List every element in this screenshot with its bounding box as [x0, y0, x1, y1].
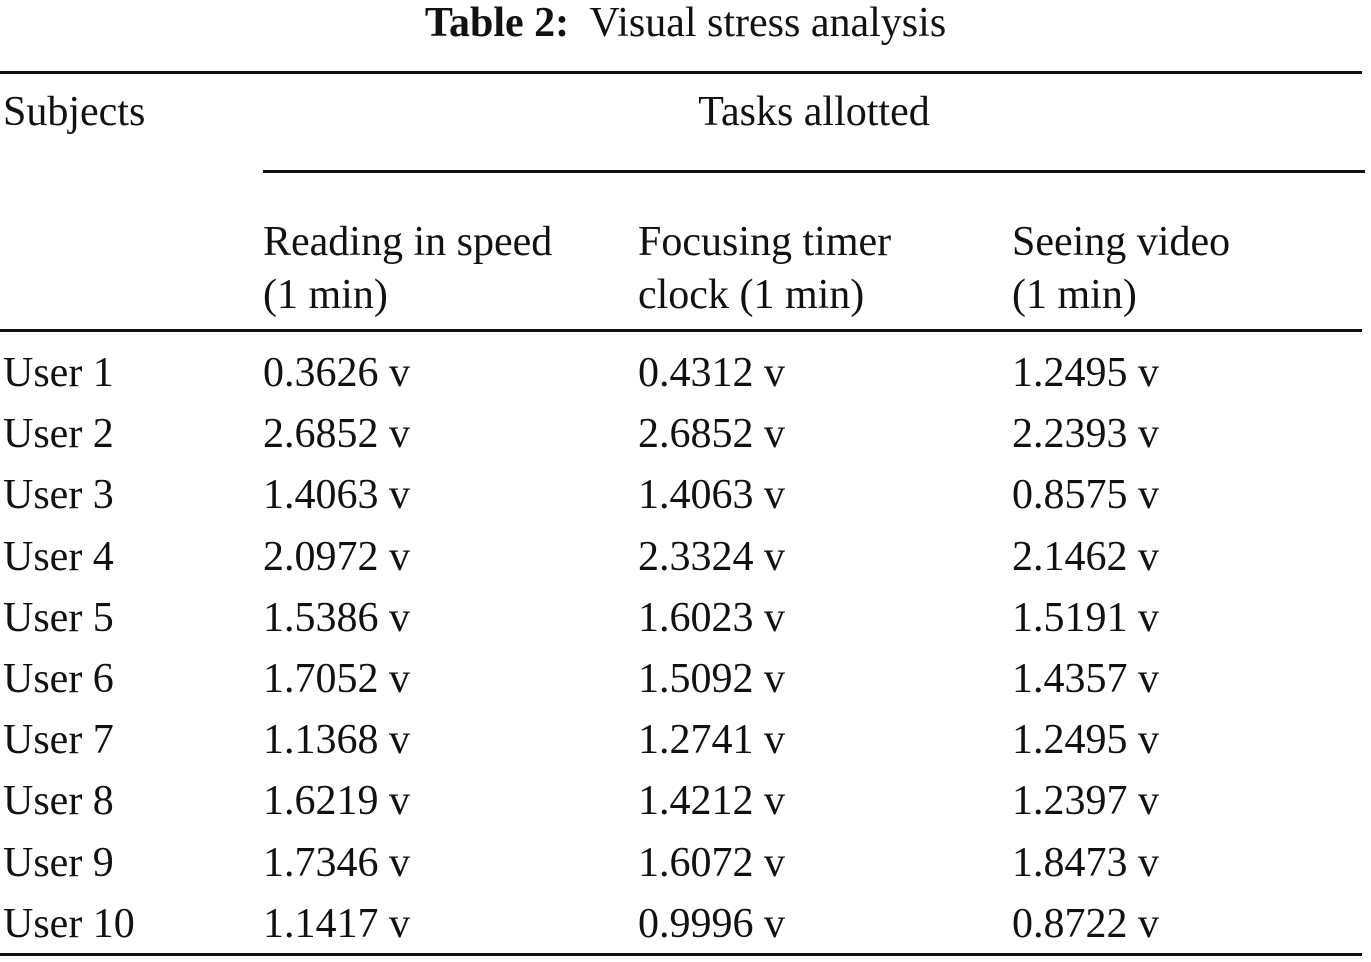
cell: 2.6852 v	[263, 411, 410, 458]
group-header: Tasks allotted	[698, 89, 930, 135]
header-rule	[0, 329, 1362, 332]
cell: 1.6072 v	[638, 839, 785, 886]
cell: 1.7052 v	[263, 656, 410, 702]
row-label: User 4	[3, 533, 114, 580]
row-label: User 8	[3, 778, 114, 825]
cell: 0.3626 v	[263, 350, 410, 396]
column-header: clock (1 min)	[638, 272, 865, 318]
cell: 1.2397 v	[1012, 778, 1159, 825]
cell: 0.8722 v	[1012, 900, 1159, 947]
cell: 2.3324 v	[638, 533, 785, 580]
subjects-header: Subjects	[3, 89, 146, 135]
cell: 2.0972 v	[263, 533, 410, 580]
top-rule	[0, 71, 1362, 74]
cell: 2.6852 v	[638, 411, 785, 458]
row-label: User 9	[3, 839, 114, 886]
row-label: User 10	[3, 900, 135, 947]
row-label: User 5	[3, 594, 114, 641]
row-label: User 6	[3, 656, 114, 702]
cell: 1.1417 v	[263, 900, 410, 947]
cell: 1.6219 v	[263, 778, 410, 825]
cell: 1.6023 v	[638, 594, 785, 641]
cell: 1.2495 v	[1012, 717, 1159, 764]
column-header: (1 min)	[1012, 272, 1137, 318]
cell: 1.8473 v	[1012, 839, 1159, 886]
caption: Table 2: Visual stress analysis	[0, 2, 1371, 44]
column-header: Seeing video	[1012, 219, 1231, 265]
caption-label: Table 2:	[424, 0, 570, 46]
cell: 1.4357 v	[1012, 656, 1159, 702]
column-header: Focusing timer	[638, 219, 892, 265]
cell: 1.4063 v	[263, 472, 410, 519]
cell: 1.5191 v	[1012, 594, 1159, 641]
row-label: User 2	[3, 411, 114, 458]
cell: 1.5092 v	[638, 656, 785, 702]
cell: 0.9996 v	[638, 900, 785, 947]
cell: 2.2393 v	[1012, 411, 1159, 458]
row-label: User 1	[3, 350, 114, 396]
cell: 1.1368 v	[263, 717, 410, 764]
cell: 1.4212 v	[638, 778, 785, 825]
column-header: (1 min)	[263, 272, 388, 318]
cell: 2.1462 v	[1012, 533, 1159, 580]
cell: 0.8575 v	[1012, 472, 1159, 519]
row-label: User 7	[3, 717, 114, 764]
cell: 1.7346 v	[263, 839, 410, 886]
cell: 0.4312 v	[638, 350, 785, 396]
cell: 1.5386 v	[263, 594, 410, 641]
caption-text: Visual stress analysis	[589, 0, 947, 46]
row-label: User 3	[3, 472, 114, 519]
cell: 1.2495 v	[1012, 350, 1159, 396]
column-header: Reading in speed	[263, 219, 553, 265]
group-rule	[263, 170, 1365, 173]
bottom-rule	[0, 953, 1362, 956]
cell: 1.4063 v	[638, 472, 785, 519]
cell: 1.2741 v	[638, 717, 785, 764]
